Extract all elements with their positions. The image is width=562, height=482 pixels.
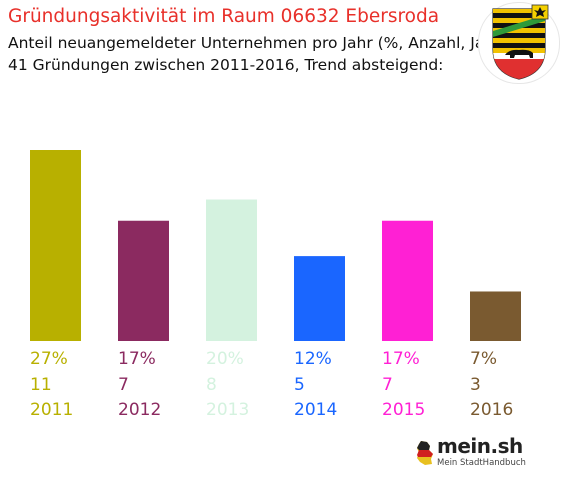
year-label-2014: 2014	[294, 400, 337, 420]
year-label-2011: 2011	[30, 400, 73, 420]
logo-name: mein.sh	[437, 434, 523, 458]
bar-2011	[30, 150, 81, 341]
percent-label-2016: 7%	[470, 349, 497, 369]
count-label-2016: 3	[470, 375, 481, 395]
count-label-2013: 8	[206, 375, 217, 395]
chart-subtitle: Anteil neuangemeldeter Unternehmen pro J…	[8, 34, 507, 52]
year-label-2015: 2015	[382, 400, 425, 420]
count-label-2011: 11	[30, 375, 52, 395]
year-label-2016: 2016	[470, 400, 513, 420]
mein-sh-logo[interactable]: mein.sh Mein StadtHandbuch	[413, 432, 526, 472]
chart-title: Gründungsaktivität im Raum 06632 Ebersro…	[8, 6, 440, 27]
coat-of-arms-icon	[478, 2, 560, 84]
year-label-2012: 2012	[118, 400, 161, 420]
count-label-2015: 7	[382, 375, 393, 395]
chart-summary: 41 Gründungen zwischen 2011-2016, Trend …	[8, 56, 444, 74]
logo-tagline: Mein StadtHandbuch	[437, 458, 526, 468]
bar-2013	[206, 199, 257, 341]
percent-label-2013: 20%	[206, 349, 244, 369]
percent-label-2012: 17%	[118, 349, 156, 369]
count-label-2012: 7	[118, 375, 129, 395]
percent-label-2014: 12%	[294, 349, 332, 369]
bar-2015	[382, 220, 433, 341]
percent-label-2015: 17%	[382, 349, 420, 369]
germany-map-icon	[417, 441, 433, 465]
bar-2012	[118, 220, 169, 341]
bar-2016	[470, 291, 521, 341]
year-label-2013: 2013	[206, 400, 249, 420]
percent-label-2011: 27%	[30, 349, 68, 369]
count-label-2014: 5	[294, 375, 305, 395]
bar-2014	[294, 256, 345, 341]
